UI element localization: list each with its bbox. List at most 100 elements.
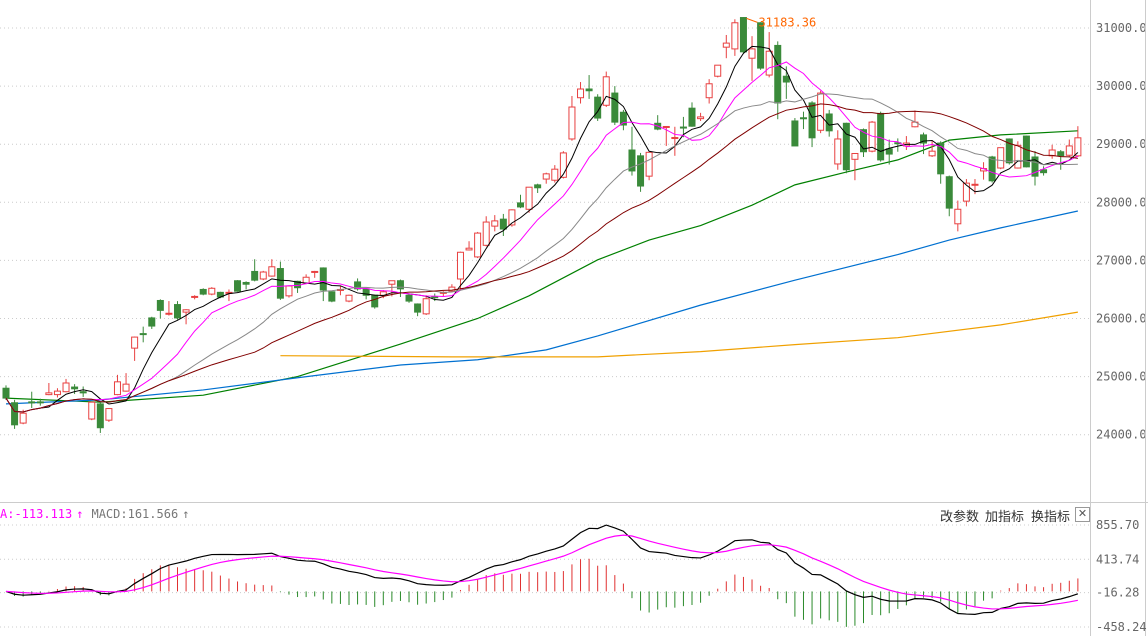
candle-body	[165, 312, 173, 315]
candle-body	[851, 152, 859, 160]
candle	[542, 172, 550, 184]
candle-body	[842, 122, 850, 171]
candle-body	[2, 387, 10, 399]
candle	[937, 141, 945, 184]
price-tick-label: 30000.0	[1096, 79, 1147, 93]
add-indicator-button[interactable]: 加指标	[985, 510, 1025, 525]
candle	[594, 94, 602, 121]
candle	[517, 194, 524, 209]
modify-params-button[interactable]: 改参数	[940, 510, 980, 525]
candle	[799, 111, 807, 130]
high-marker-arrow-icon	[746, 17, 758, 23]
candle-body	[782, 75, 790, 83]
price-tick-label: 26000.0	[1096, 312, 1147, 326]
candle	[474, 231, 482, 259]
candle	[456, 251, 464, 290]
ma30-line	[5, 103, 1078, 413]
candle	[191, 295, 199, 300]
candle-body	[396, 280, 404, 290]
candle	[645, 151, 653, 181]
dea-value-label: A:-113.113	[0, 507, 73, 521]
candle	[551, 165, 559, 183]
candle	[885, 139, 893, 165]
candle	[96, 402, 104, 433]
candle-body	[474, 232, 482, 258]
candle-body	[139, 333, 147, 336]
candle	[36, 398, 44, 406]
candle	[534, 183, 542, 194]
ma60-line	[5, 130, 1078, 403]
candle-body	[971, 183, 979, 186]
price-tick-label: 25000.0	[1096, 370, 1147, 384]
candle	[1057, 150, 1065, 170]
candle	[319, 267, 327, 302]
candle-body	[525, 186, 533, 210]
price-tick-label: 27000.0	[1096, 253, 1147, 267]
candle	[671, 126, 679, 156]
candle	[748, 36, 756, 81]
candle	[765, 32, 773, 78]
macd-arrow-icon: ↑	[182, 507, 190, 521]
candle-body	[208, 287, 216, 295]
candle	[422, 295, 430, 316]
candle	[791, 118, 799, 147]
candle-body	[345, 294, 353, 302]
candle-body	[688, 107, 696, 127]
candle-body	[242, 281, 250, 285]
candle-body	[799, 117, 807, 120]
candle-body	[362, 288, 370, 296]
candle-body	[877, 112, 885, 161]
candle-body	[748, 48, 756, 59]
close-indicator-button[interactable]: ✕	[1075, 507, 1090, 522]
long-moving-averages	[5, 130, 1079, 405]
candle	[525, 186, 533, 213]
candle	[688, 102, 696, 127]
candle	[482, 216, 490, 247]
candle-body	[662, 125, 670, 128]
candle	[2, 385, 10, 400]
candle	[122, 373, 130, 392]
candle-body	[199, 288, 207, 295]
candle-body	[731, 22, 739, 50]
candle-body	[577, 88, 585, 99]
candle	[251, 259, 259, 282]
switch-indicator-button[interactable]: 换指标	[1031, 510, 1071, 525]
macd-tick-label: 413.74	[1096, 552, 1139, 566]
candle-body	[1074, 137, 1082, 157]
candle-body	[885, 148, 893, 155]
candle-body	[19, 412, 27, 424]
candle-body	[499, 218, 507, 230]
candle-body	[508, 209, 516, 226]
candle-body	[954, 208, 962, 225]
price-tick-label: 24000.0	[1096, 428, 1147, 442]
candle-body	[534, 184, 542, 189]
candle	[714, 64, 722, 78]
price-tick-label: 28000.0	[1096, 195, 1147, 209]
candle	[234, 280, 242, 292]
candle	[757, 22, 765, 70]
dea-arrow-icon: ↑	[76, 507, 84, 521]
candle	[602, 71, 610, 108]
candle	[139, 326, 147, 343]
candle-body	[619, 111, 627, 126]
candle	[388, 280, 396, 297]
candle-body	[722, 42, 730, 48]
candle-body	[757, 22, 765, 69]
candle-body	[465, 247, 473, 251]
candle	[174, 301, 181, 320]
candle	[1022, 135, 1030, 168]
candle	[577, 82, 585, 104]
candle	[311, 270, 319, 278]
candle-body	[96, 403, 104, 429]
candle	[345, 294, 353, 303]
candle	[88, 401, 96, 421]
candle-body	[36, 401, 44, 404]
candle-body	[414, 303, 422, 313]
candle	[182, 309, 190, 325]
macd-panel	[0, 524, 1090, 628]
candle	[611, 86, 619, 126]
candle	[165, 301, 173, 316]
candle	[79, 386, 87, 397]
candle	[396, 279, 404, 298]
dif-line	[5, 524, 1079, 615]
